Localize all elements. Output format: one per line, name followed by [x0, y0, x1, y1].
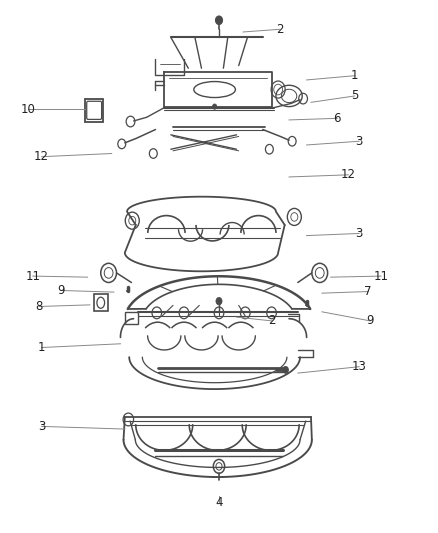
Text: 12: 12 [34, 150, 49, 163]
Text: 11: 11 [374, 270, 389, 282]
Circle shape [283, 367, 288, 373]
Text: 3: 3 [356, 227, 363, 240]
Text: 9: 9 [366, 314, 374, 327]
Circle shape [215, 16, 223, 25]
Text: 2: 2 [268, 314, 276, 327]
Circle shape [216, 297, 222, 305]
Text: 1: 1 [38, 341, 46, 354]
Text: 5: 5 [351, 90, 358, 102]
Text: 6: 6 [333, 112, 341, 125]
Text: 3: 3 [38, 420, 45, 433]
Text: 4: 4 [215, 496, 223, 508]
Text: 3: 3 [356, 135, 363, 148]
Text: 1: 1 [351, 69, 359, 82]
Text: 13: 13 [352, 360, 367, 373]
Text: 2: 2 [276, 23, 283, 36]
Text: 10: 10 [21, 103, 36, 116]
Text: 9: 9 [57, 284, 65, 297]
Text: 12: 12 [341, 168, 356, 181]
Text: 7: 7 [364, 285, 372, 298]
Circle shape [212, 104, 217, 109]
Text: 11: 11 [25, 270, 40, 282]
Text: 8: 8 [36, 300, 43, 313]
